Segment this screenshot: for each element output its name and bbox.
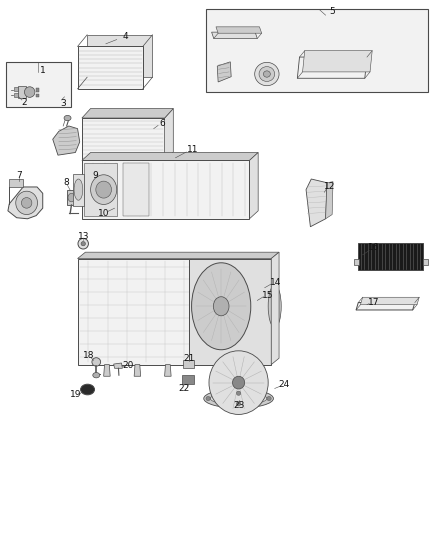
Ellipse shape <box>210 392 267 405</box>
Ellipse shape <box>267 397 271 401</box>
Ellipse shape <box>16 191 38 215</box>
Text: 10: 10 <box>98 209 110 218</box>
Ellipse shape <box>237 391 241 395</box>
Ellipse shape <box>78 238 88 249</box>
Ellipse shape <box>81 241 85 246</box>
Ellipse shape <box>92 358 101 366</box>
Text: 6: 6 <box>159 119 165 128</box>
Polygon shape <box>271 252 279 365</box>
Ellipse shape <box>93 373 100 378</box>
Polygon shape <box>78 259 191 365</box>
Text: 7: 7 <box>16 171 21 180</box>
Polygon shape <box>360 297 419 305</box>
Bar <box>14 87 18 91</box>
Bar <box>123 163 149 216</box>
Polygon shape <box>82 109 173 118</box>
Ellipse shape <box>254 62 279 86</box>
Polygon shape <box>356 303 415 310</box>
Bar <box>36 94 39 97</box>
Ellipse shape <box>263 71 270 77</box>
Text: 21: 21 <box>184 354 195 364</box>
Ellipse shape <box>237 402 241 406</box>
Bar <box>206 10 428 92</box>
Polygon shape <box>114 363 122 368</box>
Ellipse shape <box>91 175 117 205</box>
Text: 13: 13 <box>78 232 89 241</box>
Text: 18: 18 <box>83 351 94 360</box>
Polygon shape <box>216 27 261 33</box>
Bar <box>18 86 26 98</box>
Polygon shape <box>217 62 231 82</box>
Polygon shape <box>250 152 258 219</box>
Text: 16: 16 <box>368 244 379 253</box>
Polygon shape <box>188 259 271 365</box>
Bar <box>84 163 117 216</box>
Ellipse shape <box>259 67 275 82</box>
Text: 20: 20 <box>122 361 133 369</box>
Polygon shape <box>325 182 333 219</box>
Text: 17: 17 <box>368 298 379 307</box>
Text: 15: 15 <box>262 290 273 300</box>
Polygon shape <box>303 51 372 72</box>
Polygon shape <box>78 252 279 259</box>
Bar <box>67 190 76 205</box>
Ellipse shape <box>64 115 71 120</box>
Text: 3: 3 <box>61 99 67 108</box>
Bar <box>184 360 194 368</box>
Bar <box>6 62 71 108</box>
Polygon shape <box>134 365 141 376</box>
Ellipse shape <box>74 179 83 200</box>
Text: 4: 4 <box>123 33 128 42</box>
Polygon shape <box>82 152 258 160</box>
Ellipse shape <box>204 389 273 408</box>
Bar <box>36 88 39 92</box>
Text: 11: 11 <box>187 146 199 155</box>
Ellipse shape <box>91 180 102 192</box>
Ellipse shape <box>206 397 210 401</box>
Text: 22: 22 <box>179 384 190 393</box>
Bar <box>73 174 84 206</box>
Polygon shape <box>8 187 43 219</box>
Polygon shape <box>104 365 110 376</box>
Polygon shape <box>306 179 327 227</box>
Ellipse shape <box>25 87 35 98</box>
Ellipse shape <box>94 183 99 189</box>
Text: 9: 9 <box>92 171 98 180</box>
Polygon shape <box>78 46 143 89</box>
Bar <box>182 375 194 384</box>
Bar <box>14 93 18 97</box>
Bar <box>358 243 423 270</box>
Polygon shape <box>165 365 171 376</box>
Polygon shape <box>297 57 367 78</box>
Text: 5: 5 <box>329 7 335 17</box>
Ellipse shape <box>81 384 95 395</box>
Polygon shape <box>82 160 250 219</box>
Text: 2: 2 <box>21 98 27 107</box>
Bar <box>354 259 359 265</box>
Polygon shape <box>212 32 257 38</box>
Text: 19: 19 <box>70 390 81 399</box>
Ellipse shape <box>21 198 32 208</box>
Text: 12: 12 <box>324 182 336 191</box>
Ellipse shape <box>68 193 75 202</box>
Ellipse shape <box>213 297 229 316</box>
Ellipse shape <box>268 285 281 327</box>
Polygon shape <box>53 126 80 155</box>
Polygon shape <box>165 109 173 161</box>
Bar <box>423 259 428 265</box>
Text: 1: 1 <box>40 66 46 75</box>
Ellipse shape <box>233 376 245 389</box>
Polygon shape <box>9 179 23 187</box>
Ellipse shape <box>96 181 112 198</box>
Text: 14: 14 <box>270 278 281 287</box>
Ellipse shape <box>191 263 251 350</box>
Text: 24: 24 <box>279 379 290 389</box>
Ellipse shape <box>209 351 268 415</box>
Polygon shape <box>82 118 165 161</box>
Text: 23: 23 <box>233 401 244 410</box>
Text: 8: 8 <box>63 178 69 187</box>
Polygon shape <box>87 35 152 77</box>
